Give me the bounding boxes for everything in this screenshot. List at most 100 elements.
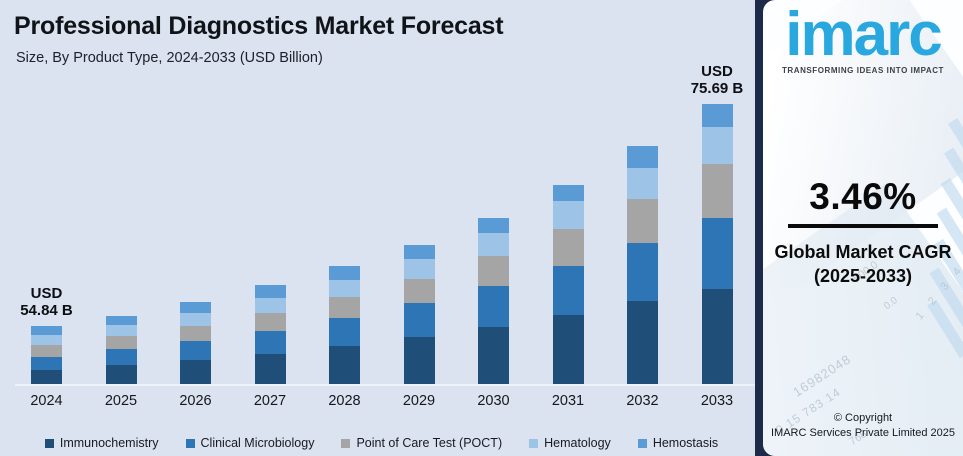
bar-segment-clinical-microbiology xyxy=(31,357,62,370)
copyright-block: © Copyright IMARC Services Private Limit… xyxy=(763,412,963,439)
bar-segment-clinical-microbiology xyxy=(701,218,733,289)
bar-segment-hemostasis xyxy=(403,245,435,259)
bar-segment-clinical-microbiology xyxy=(627,243,658,301)
bar-2025 xyxy=(105,316,137,385)
legend-item-immunochemistry: Immunochemistry xyxy=(44,436,159,450)
bar-segment-immunochemistry xyxy=(254,354,286,385)
bar-segment-point-of-care-test-poct- xyxy=(403,279,435,303)
legend-item-hematology: Hematology xyxy=(529,436,611,450)
cagr-value: 3.46% xyxy=(809,176,917,217)
bar-segment-clinical-microbiology xyxy=(254,331,286,354)
bar-segment-immunochemistry xyxy=(552,315,584,385)
sidebar-accent-strip: 500.0 0.0 1 2 3 4 16982048 0.15 783 14 768 im… xyxy=(755,0,963,456)
bar-segment-hematology xyxy=(627,168,658,199)
x-axis-label-2025: 2025 xyxy=(104,393,138,409)
bar-segment-point-of-care-test-poct- xyxy=(254,313,286,331)
bar-segment-hemostasis xyxy=(552,185,584,201)
bar-segment-hemostasis xyxy=(105,316,137,325)
bar-segment-clinical-microbiology xyxy=(180,341,211,360)
imarc-logo-tagline: TRANSFORMING IDEAS INTO IMPACT xyxy=(782,66,944,75)
imarc-logo-text: imarc xyxy=(785,0,942,69)
bar-segment-clinical-microbiology xyxy=(105,349,137,365)
bar-segment-hematology xyxy=(701,127,733,164)
bar-2026 xyxy=(180,302,211,385)
plot-area: USD 54.84 B USD 75.69 B xyxy=(20,63,743,385)
x-axis-line xyxy=(15,384,756,386)
page-subtitle: Size, By Product Type, 2024-2033 (USD Bi… xyxy=(16,50,323,66)
cagr-divider xyxy=(788,224,938,228)
x-axis-label-2024: 2024 xyxy=(30,393,63,409)
x-axis-label-2032: 2032 xyxy=(626,393,659,409)
bar-segment-hematology xyxy=(552,201,584,229)
bar-segment-hemostasis xyxy=(701,104,733,127)
x-axis-label-2029: 2029 xyxy=(402,393,436,409)
bar-segment-hematology xyxy=(478,233,509,256)
bar-segment-hematology xyxy=(105,325,137,336)
watermark-bar xyxy=(927,299,963,359)
bar-segment-hemostasis xyxy=(254,285,286,298)
page-title: Professional Diagnostics Market Forecast xyxy=(14,12,504,40)
bar-segment-hematology xyxy=(31,335,62,345)
bar-2029 xyxy=(403,245,435,385)
legend-item-hemostasis: Hemostasis xyxy=(637,436,719,450)
legend-swatch-icon xyxy=(44,438,54,448)
legend-label: Point of Care Test (POCT) xyxy=(356,436,503,450)
bar-segment-hematology xyxy=(180,313,211,326)
bar-segment-clinical-microbiology xyxy=(329,318,360,346)
x-axis-label-2033: 2033 xyxy=(700,393,734,409)
bar-segment-hematology xyxy=(254,298,286,313)
bar-segment-point-of-care-test-poct- xyxy=(552,229,584,266)
bar-segment-point-of-care-test-poct- xyxy=(329,297,360,318)
bar-segment-immunochemistry xyxy=(478,327,509,385)
legend-item-clinical-microbiology: Clinical Microbiology xyxy=(185,436,315,450)
bar-2033 xyxy=(701,104,733,385)
legend-label: Hematology xyxy=(544,436,611,450)
legend-label: Hemostasis xyxy=(652,436,719,450)
bar-segment-point-of-care-test-poct- xyxy=(478,256,509,286)
bar-segment-immunochemistry xyxy=(31,370,62,385)
legend-swatch-icon xyxy=(529,438,539,448)
chart-legend: Immunochemistry Clinical Microbiology Poin… xyxy=(0,436,763,450)
x-axis-label-2026: 2026 xyxy=(179,393,212,409)
bar-segment-point-of-care-test-poct- xyxy=(105,336,137,349)
x-axis-label-2031: 2031 xyxy=(551,393,585,409)
bar-segment-point-of-care-test-poct- xyxy=(180,326,211,341)
watermark-number: 16982048 xyxy=(790,351,854,400)
bar-segment-immunochemistry xyxy=(105,365,137,385)
legend-swatch-icon xyxy=(341,438,351,448)
bar-segment-hemostasis xyxy=(478,218,509,233)
x-axis-label-2027: 2027 xyxy=(253,393,287,409)
bar-2028 xyxy=(329,266,360,385)
bar-2024 xyxy=(31,326,62,385)
bar-segment-immunochemistry xyxy=(180,360,211,385)
copyright-line1: © Copyright xyxy=(833,412,893,424)
bar-segment-immunochemistry xyxy=(329,346,360,385)
watermark-number: 0.0 xyxy=(882,294,900,313)
legend-item-point-of-care-test-poct-: Point of Care Test (POCT) xyxy=(341,436,502,450)
bar-segment-hemostasis xyxy=(627,146,658,168)
imarc-logo: imarc TRANSFORMING IDEAS INTO IMPACT xyxy=(763,0,963,76)
bar-2031 xyxy=(552,185,584,385)
legend-label: Clinical Microbiology xyxy=(200,436,315,450)
bar-segment-hematology xyxy=(403,259,435,279)
bar-2032 xyxy=(627,146,658,385)
x-axis-label-2030: 2030 xyxy=(477,393,510,409)
bar-value-label-2033: USD 75.69 B xyxy=(690,63,744,97)
bar-segment-hemostasis xyxy=(31,326,62,335)
legend-swatch-icon xyxy=(185,438,195,448)
bar-segment-point-of-care-test-poct- xyxy=(31,345,62,357)
bar-2027 xyxy=(254,285,286,385)
copyright-line2: IMARC Services Private Limited 2025 xyxy=(770,427,955,439)
bar-segment-point-of-care-test-poct- xyxy=(627,199,658,243)
legend-swatch-icon xyxy=(637,438,647,448)
bar-segment-clinical-microbiology xyxy=(552,266,584,315)
bar-segment-immunochemistry xyxy=(701,289,733,385)
bar-segment-hematology xyxy=(329,280,360,297)
bar-segment-immunochemistry xyxy=(627,301,658,385)
bar-segment-clinical-microbiology xyxy=(478,286,509,327)
sidebar-panel: 500.0 0.0 1 2 3 4 16982048 0.15 783 14 768 im… xyxy=(763,0,963,456)
chart-panel: Professional Diagnostics Market Forecast… xyxy=(0,12,763,450)
bar-segment-hemostasis xyxy=(180,302,211,313)
cagr-label-line2: (2025-2033) xyxy=(813,266,913,286)
